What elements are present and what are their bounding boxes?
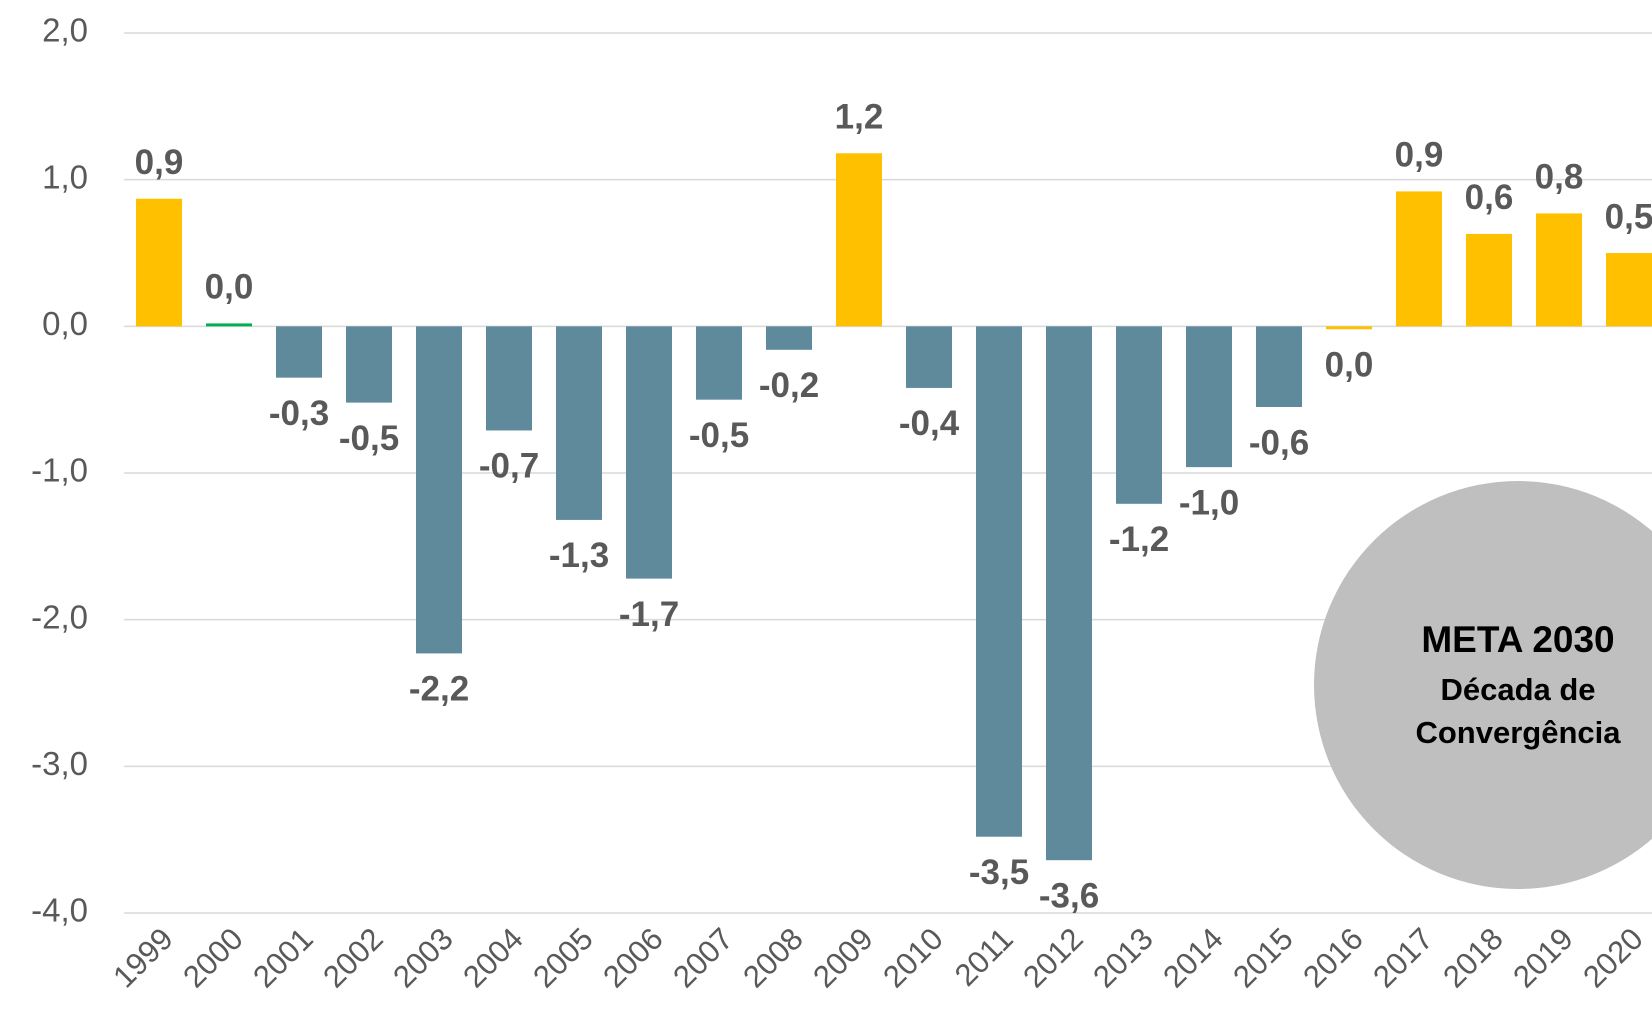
value-label: -0,2 (759, 366, 819, 405)
x-tick-label: 2018 (1436, 921, 1510, 995)
x-tick-label: 2004 (456, 921, 530, 995)
value-label: -0,4 (899, 404, 960, 443)
bar (1046, 326, 1092, 861)
y-tick-label: 1,0 (42, 158, 88, 195)
value-label: -0,5 (689, 416, 749, 455)
bar (976, 326, 1022, 837)
x-tick-label: 2002 (316, 921, 390, 995)
bar (1466, 233, 1512, 327)
bar (1606, 253, 1652, 327)
x-tick-label: 2001 (246, 921, 320, 995)
value-label: 0,5 (1605, 197, 1652, 236)
bar (906, 326, 952, 388)
x-tick-label: 2006 (596, 921, 670, 995)
value-label: 0,9 (135, 143, 184, 182)
bar (1116, 326, 1162, 504)
value-label: 0,6 (1465, 178, 1514, 217)
bar (136, 198, 182, 327)
value-label: -3,5 (969, 853, 1029, 892)
x-tick-label: 2013 (1086, 921, 1160, 995)
x-tick-label: 2014 (1156, 921, 1230, 995)
y-tick-label: -1,0 (31, 452, 88, 489)
y-tick-label: 0,0 (42, 305, 88, 342)
bar (1256, 326, 1302, 407)
bar (1326, 326, 1372, 330)
value-label: 0,0 (205, 268, 254, 307)
x-tick-label: 1999 (106, 921, 180, 995)
x-tick-label: 2012 (1016, 921, 1090, 995)
annotation-line: Década de (1440, 672, 1595, 707)
value-label: -1,7 (619, 595, 679, 634)
y-tick-label: -3,0 (31, 745, 88, 782)
bar (766, 326, 812, 350)
bar (486, 326, 532, 431)
value-label: -1,0 (1179, 483, 1239, 522)
bar (276, 326, 322, 378)
bar (696, 326, 742, 400)
value-label: -1,3 (549, 536, 609, 575)
x-tick-label: 2020 (1576, 921, 1650, 995)
x-tick-label: 2010 (876, 921, 950, 995)
x-tick-label: 2007 (666, 921, 740, 995)
x-tick-label: 2017 (1366, 921, 1440, 995)
value-label: -0,7 (479, 447, 539, 486)
y-tick-label: -2,0 (31, 598, 88, 635)
bar (1396, 191, 1442, 327)
value-label: 0,9 (1395, 136, 1444, 175)
value-label: -0,5 (339, 419, 399, 458)
x-tick-label: 2005 (526, 921, 600, 995)
y-tick-label: 2,0 (42, 12, 88, 49)
x-tick-label: 2003 (386, 921, 460, 995)
value-label: -3,6 (1039, 876, 1099, 915)
y-tick-label: -4,0 (31, 892, 88, 929)
x-tick-label: 2019 (1506, 921, 1580, 995)
bar (416, 326, 462, 654)
bar (836, 153, 882, 327)
value-label: 0,0 (1325, 346, 1374, 385)
bar (206, 323, 252, 327)
annotation-line: Convergência (1415, 715, 1621, 750)
value-label: -2,2 (409, 670, 469, 709)
value-label: -1,2 (1109, 520, 1169, 559)
bar (1536, 213, 1582, 327)
value-label: -0,3 (269, 394, 329, 433)
x-tick-label: 2000 (176, 921, 250, 995)
x-tick-label: 2015 (1226, 921, 1300, 995)
bar (556, 326, 602, 520)
x-tick-label: 2008 (736, 921, 810, 995)
annotation-title: META 2030 (1421, 619, 1614, 660)
value-label: 0,8 (1535, 158, 1584, 197)
goal-circle (1314, 481, 1652, 889)
bar (626, 326, 672, 579)
value-label: -0,6 (1249, 423, 1309, 462)
x-tick-label: 2011 (948, 921, 1020, 993)
value-label: 1,2 (835, 98, 884, 137)
bar (346, 326, 392, 403)
x-tick-label: 2016 (1296, 921, 1370, 995)
bar (1186, 326, 1232, 468)
x-tick-label: 2009 (806, 921, 880, 995)
